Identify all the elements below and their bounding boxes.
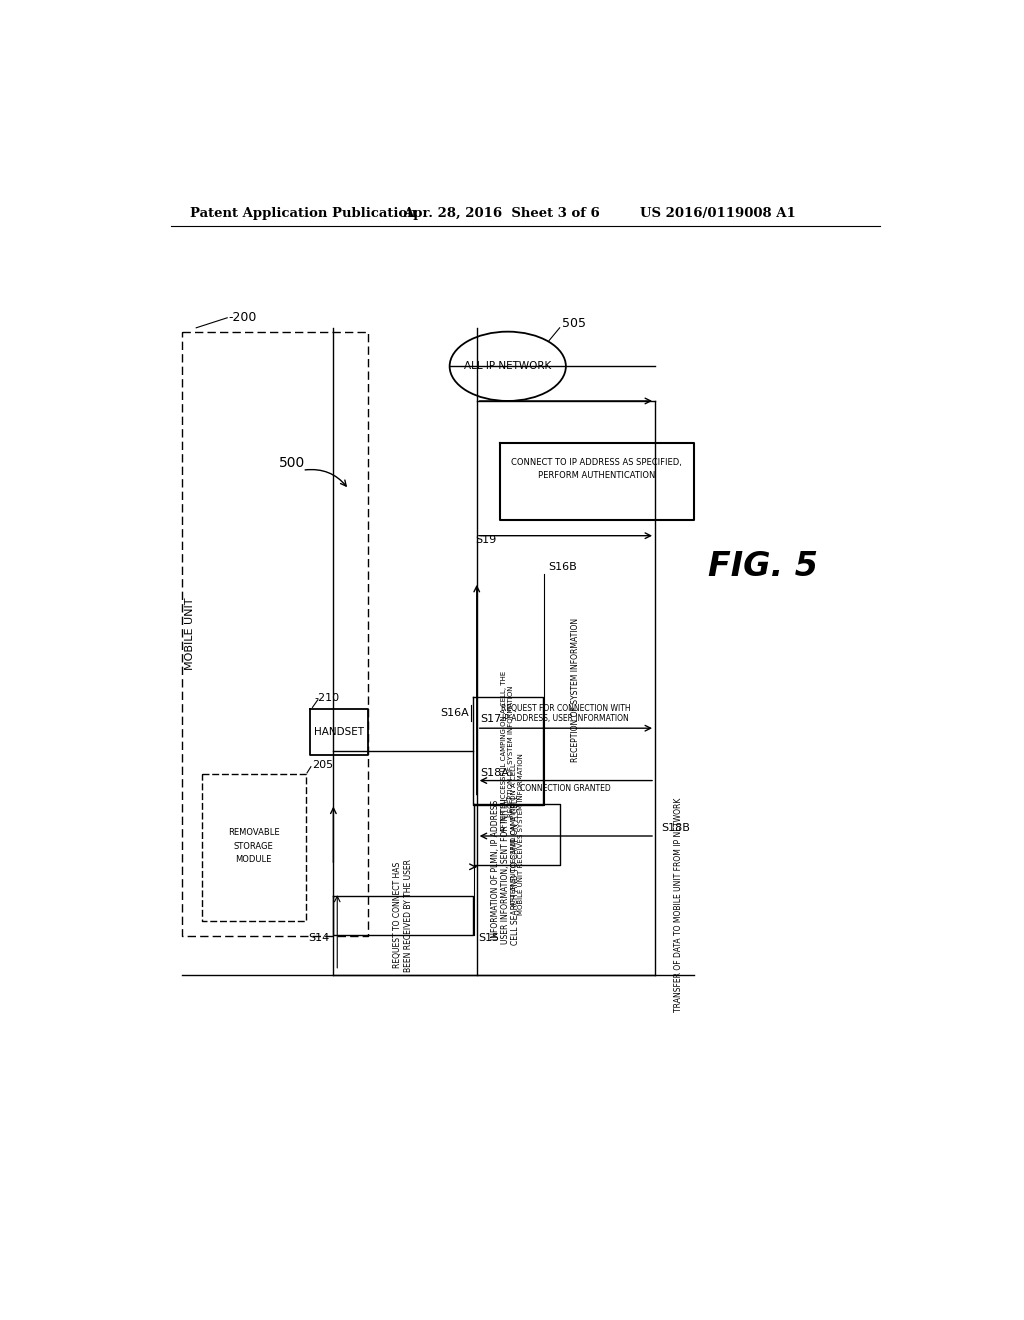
Text: MODULE: MODULE <box>236 855 271 865</box>
Text: Apr. 28, 2016  Sheet 3 of 6: Apr. 28, 2016 Sheet 3 of 6 <box>403 207 600 220</box>
Text: REMOVABLE: REMOVABLE <box>227 828 280 837</box>
Text: INFORMATION OF PLMN, IP ADDRESS
USER INFORMATION, SENT FOR INITIAL
CELL SEARCH A: INFORMATION OF PLMN, IP ADDRESS USER INF… <box>490 795 520 945</box>
Text: -210: -210 <box>314 693 339 704</box>
Text: S14: S14 <box>308 933 330 944</box>
Text: -200: -200 <box>228 312 257 325</box>
Text: CONNECT TO IP ADDRESS AS SPECIFIED,: CONNECT TO IP ADDRESS AS SPECIFIED, <box>511 458 682 467</box>
Text: IP ADDRESS, USER INFORMATION: IP ADDRESS, USER INFORMATION <box>503 714 630 723</box>
Text: S18B: S18B <box>662 824 690 833</box>
Text: ALL IP NETWORK: ALL IP NETWORK <box>464 362 551 371</box>
Text: S19: S19 <box>475 535 496 545</box>
Text: 505: 505 <box>562 317 586 330</box>
Text: REQUEST TO CONNECT HAS
BEEN RECEIVED BY THE USER: REQUEST TO CONNECT HAS BEEN RECEIVED BY … <box>393 859 413 972</box>
Text: STORAGE: STORAGE <box>233 842 273 850</box>
Text: 500: 500 <box>280 455 305 470</box>
Text: US 2016/0119008 A1: US 2016/0119008 A1 <box>640 207 796 220</box>
Text: S17: S17 <box>480 714 502 723</box>
Text: MOBILE UNIT: MOBILE UNIT <box>185 597 195 669</box>
Text: AFTER SUCCESSFUL CAMPING ON A CELL
MOBILE UNIT RECEIVES SYSTEM INFORMATION: AFTER SUCCESSFUL CAMPING ON A CELL MOBIL… <box>511 754 523 915</box>
Text: PERFORM AUTHENTICATION: PERFORM AUTHENTICATION <box>539 471 655 480</box>
Text: S16A: S16A <box>440 708 469 718</box>
Text: S16B: S16B <box>548 561 577 572</box>
Text: CONNECTION GRANTED: CONNECTION GRANTED <box>520 784 611 793</box>
Text: RECEPTION OF SYSTEM INFORMATION: RECEPTION OF SYSTEM INFORMATION <box>570 618 580 762</box>
Text: 205: 205 <box>312 760 334 770</box>
Text: AFTER SUCCESSFUL CAMPING ON A CELL, THE
RECEPTION OF SYSTEM INFORMATION: AFTER SUCCESSFUL CAMPING ON A CELL, THE … <box>502 671 514 832</box>
Text: TRANSFER OF DATA TO MOBILE UNIT FROM IP NETWORK: TRANSFER OF DATA TO MOBILE UNIT FROM IP … <box>674 799 683 1012</box>
Text: S15: S15 <box>478 933 500 944</box>
Text: Patent Application Publication: Patent Application Publication <box>190 207 417 220</box>
Text: HANDSET: HANDSET <box>313 727 364 737</box>
Text: REQUEST FOR CONNECTION WITH: REQUEST FOR CONNECTION WITH <box>501 705 631 713</box>
Text: S18A: S18A <box>480 768 510 777</box>
Text: FIG. 5: FIG. 5 <box>709 550 818 583</box>
